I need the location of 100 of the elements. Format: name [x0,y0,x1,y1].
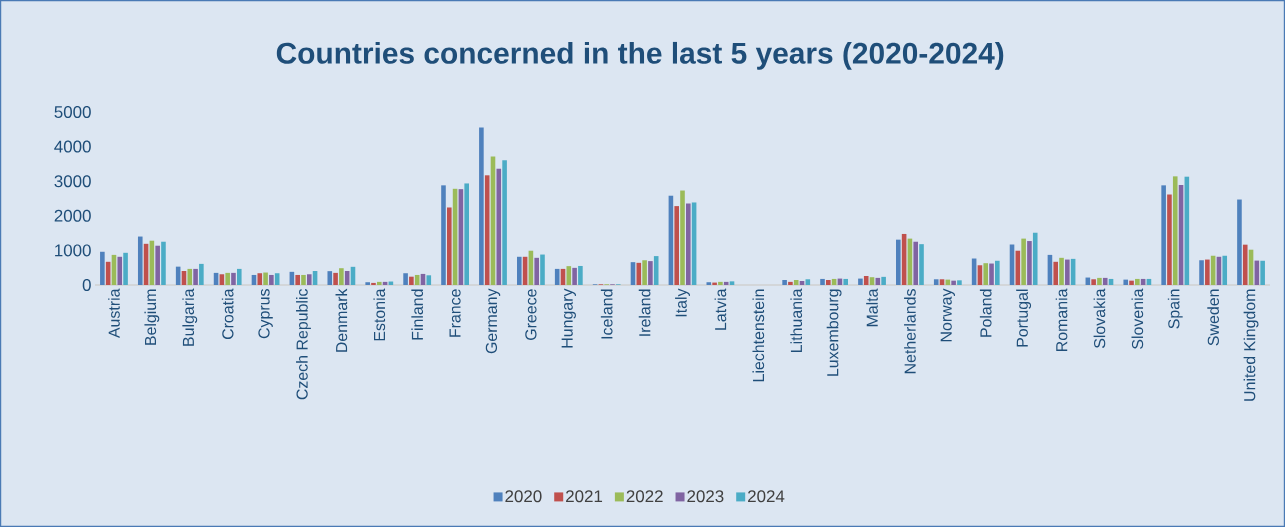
bar [648,261,653,285]
x-tick-label: Estonia [373,288,386,341]
bar [1172,176,1178,285]
x-tick-label: Finland [411,289,424,340]
bar [123,252,128,285]
bar [805,279,811,285]
bar [231,272,236,285]
bar [939,279,945,285]
bar [1021,238,1026,285]
bar [653,256,659,285]
bar [540,254,545,285]
bar [100,251,105,285]
bar [793,279,799,285]
bar [441,185,446,285]
bar [995,260,1000,285]
bar [896,239,901,285]
bar [187,268,193,285]
bar [225,272,230,285]
bar [365,282,370,285]
bar [1102,277,1108,285]
bar [117,256,123,285]
x-tick-label: Cyprus [258,289,273,339]
x-tick-label: Poland [979,289,992,337]
bar [1167,194,1172,285]
bar [269,274,274,285]
bar [295,274,300,285]
y-tick-label: 3000 [54,175,91,188]
bar [1205,259,1210,285]
bar [534,257,539,285]
bar [933,279,939,285]
bar [913,241,919,285]
bar [409,276,414,285]
x-tick-label: Italy [675,288,690,317]
x-tick-label: Romania [1055,288,1068,351]
x-tick-label: Slovenia [1131,288,1144,349]
bar [820,278,825,285]
bar [155,245,160,285]
legend-label: 2023 [687,490,724,503]
bar [729,281,735,285]
x-tick-label: Portugal [1016,289,1032,347]
bar [1237,199,1242,285]
x-tick-label: Norway [940,288,955,342]
x-tick-label: United Kingdom [1243,289,1259,401]
x-tick-label: Iceland [600,289,613,339]
bar [306,274,312,285]
bar [858,278,863,285]
bar [674,206,679,285]
bar [686,203,691,285]
bar [706,282,712,285]
bar [782,279,787,285]
bar [137,236,143,285]
bar [496,168,502,285]
bar [572,267,577,285]
bar [371,282,376,285]
bar [1032,232,1038,285]
y-tick-label: 4000 [54,140,91,153]
bar [403,273,408,285]
bar [1135,278,1140,285]
bar [502,160,507,285]
bar [219,274,225,285]
bar [718,281,723,285]
bar [327,271,333,285]
bar [301,274,306,285]
bar [446,207,452,285]
bar [712,282,717,285]
x-tick-label: Hungary [561,288,576,348]
x-tick-label: Germany [485,288,501,354]
bar [723,281,729,285]
x-tick-label: Belgium [144,289,160,345]
bar [1059,257,1064,285]
bar [1222,255,1228,285]
x-tick-label: Austria [108,288,120,339]
x-tick-label: Bulgaria [182,288,198,346]
bar [881,276,886,285]
bar [161,241,166,285]
y-tick-label: 5000 [54,105,91,118]
bar [826,279,831,285]
bar [236,268,242,285]
x-tick-label: Malta [866,288,878,327]
bar [257,273,263,285]
x-tick-label: Lithuania [790,288,803,352]
bar [578,265,583,285]
x-tick-label: Czech Republic [296,288,311,400]
legend-label: 2024 [748,490,785,503]
bar [1260,260,1265,285]
x-tick-label: France [449,289,461,337]
bar [479,127,484,285]
bar [193,268,198,285]
bar [919,244,924,285]
bar [1123,279,1129,285]
x-tick-label: Netherlands [904,289,916,374]
bar [1053,261,1059,285]
bar [863,275,869,285]
bar [1199,260,1204,285]
x-tick-label: Croatia [221,288,234,340]
bar [263,272,268,285]
bar [339,268,344,285]
x-tick-label: Luxembourg [826,289,842,376]
legend-label: 2020 [505,490,542,503]
bar [642,260,647,285]
